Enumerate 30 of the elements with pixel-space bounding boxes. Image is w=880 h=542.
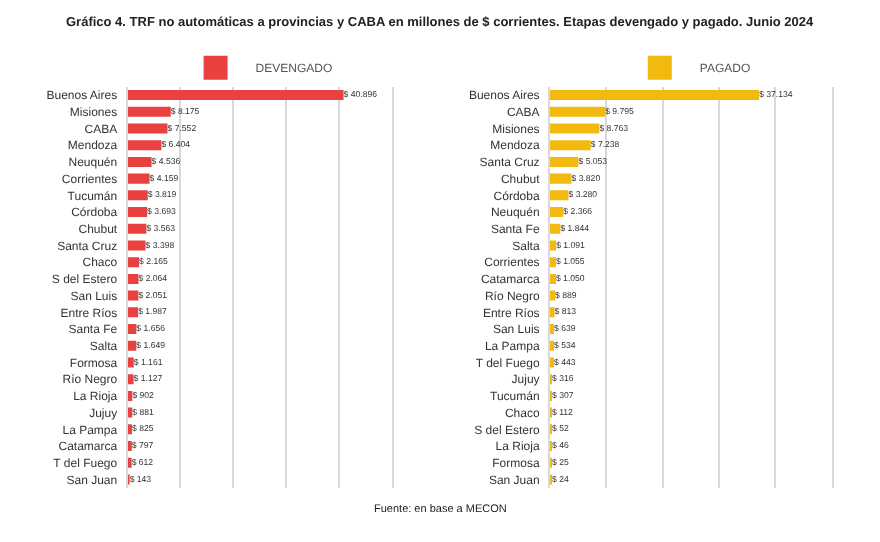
bar <box>127 240 146 251</box>
bar <box>127 307 139 318</box>
bar <box>127 357 134 368</box>
bar <box>127 290 139 301</box>
bar <box>550 257 556 268</box>
bar <box>127 324 137 335</box>
bar <box>127 106 171 117</box>
bar <box>127 223 147 234</box>
bar <box>127 123 168 134</box>
bar <box>550 190 569 201</box>
bar <box>127 273 139 284</box>
bar <box>550 173 572 184</box>
bar <box>127 90 344 101</box>
bar <box>550 223 561 234</box>
bar <box>127 140 162 151</box>
bar <box>127 207 148 218</box>
bar <box>127 374 134 385</box>
bar <box>127 173 150 184</box>
bar <box>127 257 140 268</box>
bar <box>550 240 557 251</box>
bar <box>127 340 137 351</box>
bar <box>550 106 606 117</box>
bar <box>550 156 579 167</box>
bar <box>550 207 564 218</box>
bar <box>550 90 760 101</box>
bar <box>550 140 591 151</box>
bar <box>127 156 152 167</box>
bar <box>550 123 600 134</box>
bar <box>550 273 556 284</box>
bar <box>127 190 148 201</box>
